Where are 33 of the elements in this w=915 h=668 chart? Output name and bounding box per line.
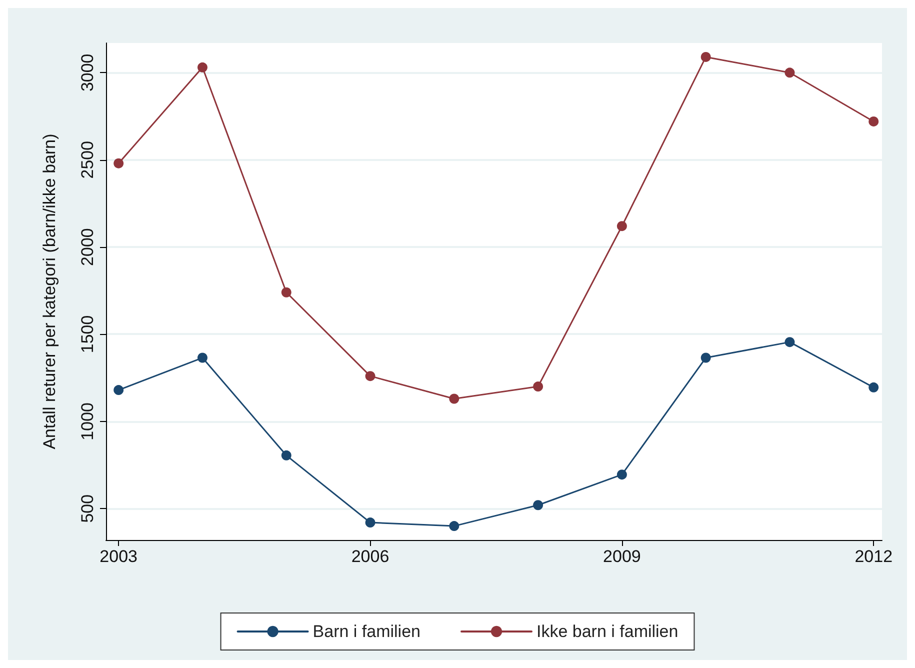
point — [281, 450, 292, 460]
y-tick-label: 1500 — [78, 315, 97, 354]
y-tick-label: 2000 — [78, 228, 97, 266]
y-tick-label: 3000 — [78, 54, 97, 92]
point — [533, 500, 544, 510]
point — [868, 116, 879, 126]
point — [616, 221, 627, 232]
y-axis-title: Antall returer per kategori (barn/ikke barn) — [40, 134, 59, 450]
point — [197, 62, 208, 72]
point — [784, 68, 795, 78]
point — [616, 470, 627, 480]
x-tick-label: 2012 — [854, 547, 893, 566]
legend-label: Barn i familien — [312, 622, 420, 641]
point — [868, 382, 879, 392]
x-tick-label: 2009 — [603, 547, 641, 566]
point — [449, 394, 460, 404]
point — [449, 521, 460, 532]
x-tick-label: 2006 — [351, 547, 390, 566]
point — [281, 287, 292, 298]
y-tick-label: 2500 — [78, 140, 97, 179]
point — [700, 52, 711, 62]
point — [784, 337, 795, 348]
point — [365, 518, 376, 528]
point — [533, 382, 544, 392]
y-tick-label: 500 — [78, 494, 97, 523]
legend-label: Ikke barn i familien — [536, 622, 678, 641]
x-tick-label: 2003 — [100, 547, 138, 566]
point — [197, 352, 208, 363]
point — [114, 158, 124, 168]
point — [700, 352, 711, 363]
point — [114, 385, 124, 396]
y-tick-label: 1000 — [78, 402, 97, 440]
point — [365, 371, 376, 382]
